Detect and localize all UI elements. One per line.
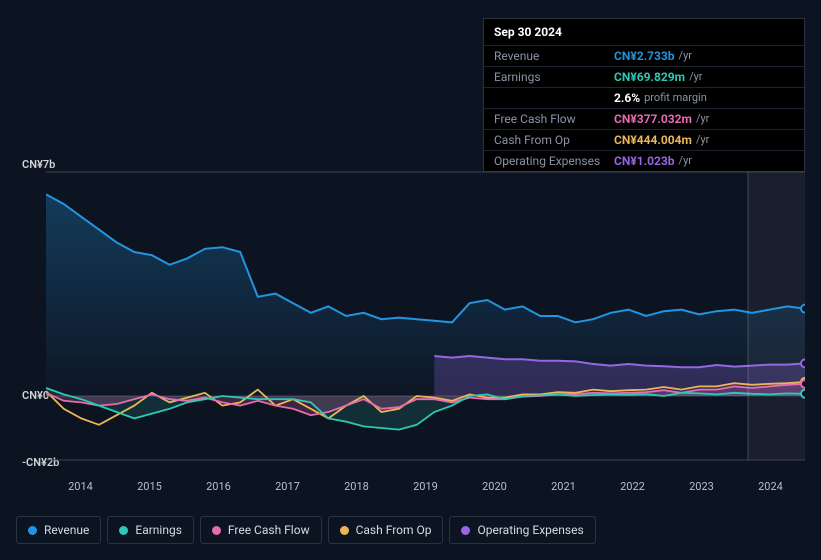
tooltip-date: Sep 30 2024	[484, 19, 804, 45]
tooltip-row: EarningsCN¥69.829m/yr	[484, 66, 804, 87]
legend-label: Revenue	[44, 523, 89, 537]
legend-item[interactable]: Earnings	[107, 516, 194, 544]
legend-label: Cash From Op	[356, 523, 432, 537]
legend-item[interactable]: Operating Expenses	[449, 516, 595, 544]
tooltip-value: CN¥69.829m	[614, 70, 685, 84]
legend-swatch	[212, 526, 221, 535]
x-tick: 2024	[736, 480, 805, 493]
legend-label: Free Cash Flow	[228, 523, 310, 537]
x-tick: 2016	[184, 480, 253, 493]
x-tick: 2022	[598, 480, 667, 493]
x-tick: 2021	[529, 480, 598, 493]
x-tick: 2018	[322, 480, 391, 493]
tooltip-panel: Sep 30 2024 RevenueCN¥2.733b/yrEarningsC…	[483, 18, 805, 172]
legend: Revenue Earnings Free Cash Flow Cash From O…	[16, 516, 596, 544]
chart-svg[interactable]	[46, 160, 805, 472]
tooltip-unit: profit margin	[644, 91, 707, 105]
tooltip-label: Free Cash Flow	[494, 112, 614, 126]
x-tick: 2017	[253, 480, 322, 493]
tooltip-unit: /yr	[689, 70, 702, 84]
tooltip-label	[494, 91, 614, 105]
tooltip-unit: /yr	[679, 49, 692, 63]
legend-swatch	[119, 526, 128, 535]
tooltip-row: Free Cash FlowCN¥377.032m/yr	[484, 108, 804, 129]
legend-swatch	[461, 526, 470, 535]
tooltip-row: Cash From OpCN¥444.004m/yr	[484, 129, 804, 150]
legend-item[interactable]: Cash From Op	[328, 516, 444, 544]
tooltip-label: Earnings	[494, 70, 614, 84]
tooltip-value: 2.6%	[614, 91, 640, 105]
x-tick: 2015	[115, 480, 184, 493]
tooltip-label: Cash From Op	[494, 133, 614, 147]
legend-item[interactable]: Free Cash Flow	[200, 516, 322, 544]
tooltip-value: CN¥377.032m	[614, 112, 692, 126]
tooltip-unit: /yr	[696, 112, 709, 126]
legend-item[interactable]: Revenue	[16, 516, 101, 544]
tooltip-unit: /yr	[696, 133, 709, 147]
legend-swatch	[340, 526, 349, 535]
x-tick: 2020	[460, 480, 529, 493]
x-tick: 2019	[391, 480, 460, 493]
x-axis: 2014201520162017201820192020202120222023…	[46, 480, 805, 493]
legend-label: Operating Expenses	[477, 523, 583, 537]
legend-label: Earnings	[135, 523, 182, 537]
legend-swatch	[28, 526, 37, 535]
x-tick: 2014	[46, 480, 115, 493]
tooltip-row: 2.6% profit margin	[484, 87, 804, 108]
tooltip-row: RevenueCN¥2.733b/yr	[484, 45, 804, 66]
tooltip-value: CN¥2.733b	[614, 49, 675, 63]
tooltip-value: CN¥444.004m	[614, 133, 692, 147]
x-tick: 2023	[667, 480, 736, 493]
tooltip-label: Revenue	[494, 49, 614, 63]
